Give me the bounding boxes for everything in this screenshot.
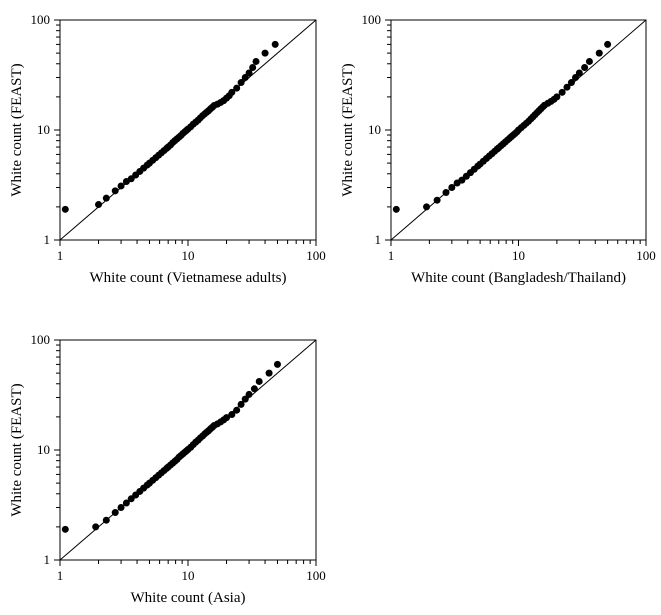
y-tick-label: 100	[362, 12, 382, 27]
y-tick-label: 1	[375, 232, 382, 247]
y-axis-label: White count (FEAST)	[9, 63, 25, 196]
data-point	[233, 85, 240, 92]
panel-2: 11 10 10 100 100 White count (Asia) White coun…	[5, 330, 326, 610]
x-tick-label: 1	[388, 248, 395, 263]
data-point	[596, 50, 603, 57]
data-point	[103, 195, 110, 202]
data-point	[434, 197, 441, 204]
data-point	[262, 50, 269, 57]
data-point	[576, 69, 583, 76]
figure-grid: 111010100100White count (Vietnamese adul…	[0, 0, 661, 615]
x-tick-label: 100	[306, 248, 326, 263]
x-axis-label: White count (Asia)	[131, 590, 246, 606]
data-point	[266, 370, 273, 377]
y-tick-label: 1	[44, 232, 51, 247]
scatter-plot: 11 10 10 100 100 White count (Asia) White coun…	[5, 330, 326, 610]
y-tick-label: 100	[31, 332, 51, 347]
x-axis-label: White count (Bangladesh/Thailand)	[411, 270, 626, 286]
data-point	[95, 201, 102, 208]
data-point	[249, 64, 256, 71]
x-tick-label: 100	[636, 248, 656, 263]
data-point	[251, 385, 258, 392]
panel-1: 11 10 10 100 100 White count (Bangladesh/Thai…	[336, 10, 656, 290]
data-point	[272, 41, 279, 48]
scatter-plot: 11 10 10 100 100 White count (Bangladesh/Thai…	[336, 10, 656, 290]
data-point	[92, 523, 99, 530]
scatter-plot: 11 10 10 100 100 White count (Vietnamese adul…	[5, 10, 326, 290]
data-point	[253, 58, 260, 65]
x-tick-label: 10	[182, 248, 195, 263]
y-tick-label: 10	[37, 122, 50, 137]
data-point	[118, 504, 125, 511]
data-point	[256, 378, 263, 385]
x-axis-label: White count (Vietnamese adults)	[90, 270, 287, 286]
y-tick-label: 10	[37, 442, 50, 457]
panel-empty	[336, 330, 656, 610]
x-tick-label: 1	[57, 248, 64, 263]
y-tick-label: 100	[31, 12, 51, 27]
x-tick-label: 1	[57, 568, 64, 583]
x-tick-label: 10	[512, 248, 525, 263]
x-tick-label: 100	[306, 568, 326, 583]
data-point	[246, 391, 253, 398]
data-point	[112, 509, 119, 516]
data-point	[604, 41, 611, 48]
data-point	[423, 203, 430, 210]
data-point	[559, 89, 566, 96]
panel-0: 11 10 10 100 100 White count (Vietnamese adul…	[5, 10, 326, 290]
data-point	[448, 184, 455, 191]
data-point	[442, 189, 449, 196]
data-point	[233, 407, 240, 414]
data-point	[586, 58, 593, 65]
y-axis-label: White count (FEAST)	[340, 63, 356, 196]
data-point	[62, 206, 69, 213]
data-point	[112, 187, 119, 194]
data-point	[62, 526, 69, 533]
x-tick-label: 10	[182, 568, 195, 583]
y-tick-label: 1	[44, 552, 51, 567]
data-point	[581, 64, 588, 71]
data-point	[274, 361, 281, 368]
data-point	[103, 517, 110, 524]
data-point	[553, 93, 560, 100]
y-tick-label: 10	[368, 122, 381, 137]
data-point	[393, 206, 400, 213]
y-axis-label: White count (FEAST)	[9, 383, 25, 516]
